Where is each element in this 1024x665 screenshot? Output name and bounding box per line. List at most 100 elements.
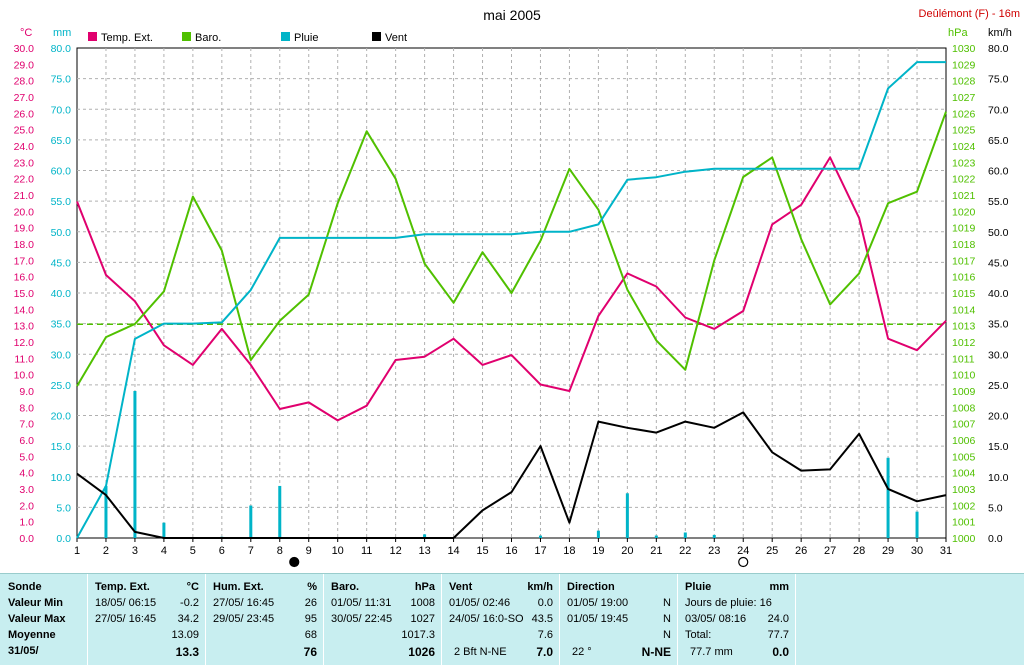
- pressure-tick-label: 1025: [952, 125, 976, 137]
- pressure-tick-label: 1001: [952, 517, 976, 529]
- rain-bar: [104, 485, 108, 538]
- legend-swatch: [372, 32, 381, 41]
- dir-min: N: [663, 597, 671, 609]
- wind-max-date: 24/05/ 16:0-SO: [449, 613, 524, 625]
- temp-max: 34.2: [177, 613, 199, 625]
- temperature-tick-label: 24.0: [14, 141, 35, 153]
- temp-last: 13.3: [175, 645, 199, 659]
- rain-panel: Pluie mm Jours de pluie: 16 03/05/ 08:16…: [677, 574, 795, 665]
- pressure-tick-label: 1030: [952, 43, 976, 55]
- pressure-tick-label: 1014: [952, 304, 976, 316]
- pressure-tick-label: 1006: [952, 435, 976, 447]
- rain-bars: [104, 391, 919, 538]
- baro-avg: 1017.3: [401, 629, 435, 641]
- rain-last-mm: 77.7 mm: [690, 646, 733, 658]
- temp-title: Temp. Ext.: [95, 581, 150, 593]
- rain-bar: [915, 511, 919, 538]
- pressure-tick-label: 1007: [952, 419, 976, 431]
- temp-avg: 13.09: [171, 629, 199, 641]
- baro-last: 1026: [408, 645, 435, 659]
- legend-label: Temp. Ext.: [101, 32, 153, 44]
- temperature-tick-label: 8.0: [19, 402, 34, 414]
- temperature-tick-label: 4.0: [19, 468, 34, 480]
- rain-days: Jours de pluie: 16: [685, 597, 772, 609]
- x-tick-label: 2: [103, 545, 109, 557]
- hum-max-date: 29/05/ 23:45: [213, 613, 275, 625]
- wind-tick-label: 70.0: [988, 104, 1009, 116]
- temperature-tick-label: 22.0: [14, 174, 35, 186]
- x-tick-label: 30: [911, 545, 923, 557]
- x-tick-label: 4: [161, 545, 167, 557]
- rain-tick-label: 15.0: [51, 441, 72, 453]
- pressure-tick-label: 1016: [952, 272, 976, 284]
- x-tick-label: 26: [795, 545, 807, 557]
- dir-last: N-NE: [641, 645, 671, 659]
- wind-unit: km/h: [527, 581, 553, 593]
- legend-swatch: [281, 32, 290, 41]
- pressure-tick-label: 1024: [952, 141, 976, 153]
- rain-tick-label: 55.0: [51, 196, 72, 208]
- temperature-tick-label: 5.0: [19, 451, 34, 463]
- temperature-tick-label: 1.0: [19, 517, 34, 529]
- rain-bar: [538, 535, 542, 538]
- legend-label: Pluie: [294, 32, 318, 44]
- pressure-tick-label: 1009: [952, 386, 976, 398]
- rain-bar: [596, 530, 600, 538]
- hum-last: 76: [303, 645, 317, 659]
- direction-panel: Direction 01/05/ 19:00 N 01/05/ 19:45 N …: [559, 574, 677, 665]
- pressure-axis-unit: hPa: [948, 27, 968, 39]
- wind-tick-label: 55.0: [988, 196, 1009, 208]
- temperature-tick-label: 29.0: [14, 59, 35, 71]
- baro-panel: Baro. hPa 01/05/ 11:31 1008 30/05/ 22:45…: [323, 574, 441, 665]
- wind-min-date: 01/05/ 02:46: [449, 597, 511, 609]
- rain-tick-label: 30.0: [51, 349, 72, 361]
- wind-tick-label: 35.0: [988, 319, 1009, 331]
- hum-unit: %: [307, 581, 317, 593]
- temp-max-date: 27/05/ 16:45: [95, 613, 157, 625]
- hum-title: Hum. Ext.: [213, 581, 264, 593]
- chart-title: mai 2005: [483, 7, 541, 23]
- rain-tick-label: 65.0: [51, 135, 72, 147]
- x-tick-label: 19: [592, 545, 604, 557]
- pressure-tick-label: 1027: [952, 92, 976, 104]
- chart-grid: [76, 47, 947, 539]
- rain-unit: mm: [769, 581, 789, 593]
- rain-total-label: Total:: [685, 629, 712, 641]
- dir-avg: N: [663, 629, 671, 641]
- legend-swatch: [88, 32, 97, 41]
- x-tick-label: 22: [679, 545, 691, 557]
- dir-title: Direction: [567, 581, 615, 593]
- chart-legend: Temp. Ext. Baro. Pluie Vent: [88, 32, 407, 44]
- baro-unit: hPa: [414, 581, 435, 593]
- sonde-title: Sonde: [8, 581, 42, 593]
- temperature-tick-label: 17.0: [14, 255, 35, 267]
- empty-panel: [795, 574, 1024, 665]
- x-tick-label: 20: [621, 545, 633, 557]
- wind-axis-unit: km/h: [988, 27, 1012, 39]
- pressure-tick-label: 1002: [952, 500, 976, 512]
- temperature-axis-unit: °C: [20, 27, 32, 39]
- pressure-tick-label: 1000: [952, 533, 976, 545]
- rain-bar: [133, 391, 137, 538]
- rain-tick-label: 75.0: [51, 74, 72, 86]
- pressure-tick-label: 1026: [952, 108, 976, 120]
- rain-tick-label: 50.0: [51, 227, 72, 239]
- rain-bar: [162, 522, 166, 538]
- x-tick-label: 8: [277, 545, 283, 557]
- wind-max: 43.5: [531, 613, 553, 625]
- hum-max: 95: [304, 613, 317, 625]
- temp-min: -0.2: [180, 597, 199, 609]
- pressure-tick-label: 1020: [952, 206, 976, 218]
- pressure-tick-label: 1017: [952, 255, 976, 267]
- wind-tick-label: 45.0: [988, 257, 1009, 269]
- weather-chart: 1 2 3 4 5 6 7 8 9 10 11 12 13 14 15 16 17 18 19 20 21 22 23 24 2…: [14, 7, 1020, 568]
- wind-tick-label: 60.0: [988, 166, 1009, 178]
- x-tick-label: 3: [132, 545, 138, 557]
- hum-min-date: 27/05/ 16:45: [213, 597, 275, 609]
- rain-title: Pluie: [685, 581, 712, 593]
- dir-degrees: 22 °: [572, 646, 592, 658]
- pressure-tick-label: 1022: [952, 174, 976, 186]
- rain-tick-label: 45.0: [51, 257, 72, 269]
- wind-title: Vent: [449, 581, 473, 593]
- baro-min-date: 01/05/ 11:31: [331, 597, 392, 609]
